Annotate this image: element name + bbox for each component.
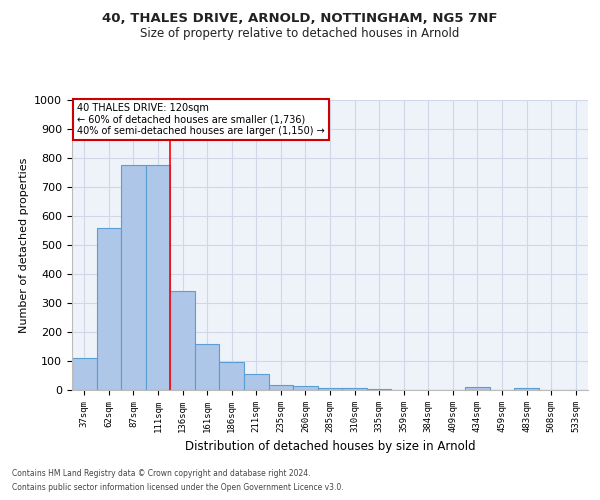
Bar	[97, 228, 121, 390]
X-axis label: Distribution of detached houses by size in Arnold: Distribution of detached houses by size …	[185, 440, 475, 454]
Bar	[72, 358, 97, 390]
Bar	[121, 166, 146, 390]
Bar	[220, 362, 244, 390]
Bar	[514, 388, 539, 390]
Bar	[318, 388, 342, 390]
Bar	[195, 344, 220, 390]
Y-axis label: Number of detached properties: Number of detached properties	[19, 158, 29, 332]
Text: Size of property relative to detached houses in Arnold: Size of property relative to detached ho…	[140, 28, 460, 40]
Bar	[465, 387, 490, 390]
Text: Contains HM Land Registry data © Crown copyright and database right 2024.: Contains HM Land Registry data © Crown c…	[12, 468, 311, 477]
Bar	[342, 388, 367, 390]
Bar	[146, 166, 170, 390]
Bar	[170, 292, 195, 390]
Text: 40, THALES DRIVE, ARNOLD, NOTTINGHAM, NG5 7NF: 40, THALES DRIVE, ARNOLD, NOTTINGHAM, NG…	[102, 12, 498, 26]
Bar	[367, 388, 391, 390]
Text: Contains public sector information licensed under the Open Government Licence v3: Contains public sector information licen…	[12, 484, 344, 492]
Bar	[244, 374, 269, 390]
Bar	[269, 385, 293, 390]
Bar	[293, 386, 318, 390]
Text: 40 THALES DRIVE: 120sqm
← 60% of detached houses are smaller (1,736)
40% of semi: 40 THALES DRIVE: 120sqm ← 60% of detache…	[77, 103, 325, 136]
